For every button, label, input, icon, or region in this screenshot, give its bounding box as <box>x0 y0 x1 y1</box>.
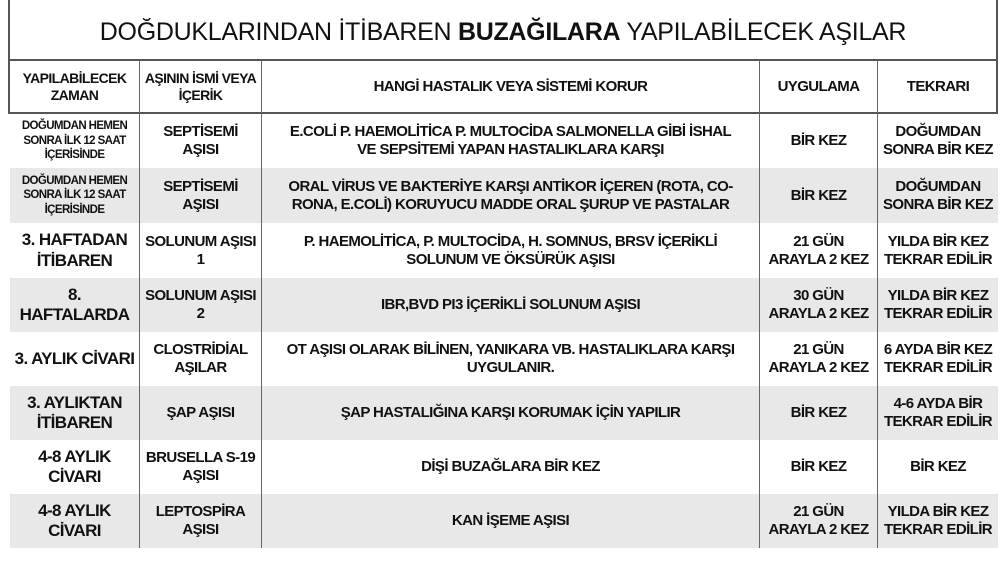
cell-korur: OT AŞISI OLARAK BİLİNEN, YANIKARA VB. HA… <box>262 332 760 386</box>
cell-asi: SEPTİSEMİ AŞISI <box>140 168 262 223</box>
cell-asi: CLOSTRİDİAL AŞILAR <box>140 332 262 386</box>
cell-tekrar: YILDA BİR KEZ TEKRAR EDİLİR <box>883 232 993 268</box>
cell-tekrar: 6 AYDA BİR KEZ TEKRAR EDİLİR <box>883 341 993 376</box>
cell-asi: SEPTİSEMİ AŞISI <box>140 114 262 168</box>
table-row: 3. AYLIK CİVARI CLOSTRİDİAL AŞILAR OT AŞIS… <box>10 332 998 386</box>
cell-tekrar: DOĞUMDAN SONRA BİR KEZ <box>883 123 994 158</box>
cell-tekrar: YILDA BİR KEZ TEKRAR EDİLİR <box>883 503 993 538</box>
cell-asi: SOLUNUM AŞISI 2 <box>140 278 262 332</box>
table-row: DOĞUMDAN HEMEN SONRA İLK 12 SAAT İÇERİSİ… <box>10 168 998 223</box>
cell-zaman: 3. HAFTADAN İTİBAREN <box>10 223 140 278</box>
cell-korur: IBR,BVD PI3 İÇERİKLİ SOLUNUM AŞISI <box>262 278 760 332</box>
header-asi: AŞININ İSMİ VEYA İÇERİK <box>140 60 262 114</box>
header-zaman: YAPILABİLECEK ZAMAN <box>10 60 140 114</box>
cell-uygulama: 21 GÜN ARAYLA 2 KEZ <box>760 223 878 278</box>
cell-uygulama: 21 GÜN ARAYLA 2 KEZ <box>760 494 878 548</box>
cell-zaman: 4-8 AYLIK CİVARI <box>10 494 140 548</box>
cell-asi: SOLUNUM AŞISI 1 <box>140 223 262 278</box>
header-frame <box>8 0 998 114</box>
cell-asi: LEPTOSPİRA AŞISI <box>140 494 262 548</box>
table-row: DOĞUMDAN HEMEN SONRA İLK 12 SAAT İÇERİSİ… <box>10 114 998 168</box>
cell-tekrar: BİR KEZ <box>910 458 966 475</box>
cell-korur: E.COLİ P. HAEMOLİTİCA P. MULTOCİDA SALMO… <box>262 114 760 168</box>
cell-asi: BRUSELLA S-19 AŞISI <box>140 440 262 494</box>
cell-korur: P. HAEMOLİTİCA, P. MULTOCİDA, H. SOMNUS,… <box>262 223 760 278</box>
cell-uygulama: BİR KEZ <box>760 386 878 440</box>
cell-korur: KAN İŞEME AŞISI <box>262 494 760 548</box>
table-row: 4-8 AYLIK CİVARI LEPTOSPİRA AŞISI KAN İŞEM… <box>10 494 998 548</box>
table-body: DOĞUMDAN HEMEN SONRA İLK 12 SAAT İÇERİSİ… <box>10 114 998 548</box>
cell-uygulama: 21 GÜN ARAYLA 2 KEZ <box>760 332 878 386</box>
cell-uygulama: 30 GÜN ARAYLA 2 KEZ <box>760 278 878 332</box>
cell-zaman: DOĞUMDAN HEMEN SONRA İLK 12 SAAT İÇERİSİ… <box>10 114 140 168</box>
cell-tekrar: 4-6 AYDA BİR TEKRAR EDİLİR <box>883 395 993 430</box>
cell-zaman: 3. AYLIKTAN İTİBAREN <box>10 386 140 440</box>
cell-korur: ŞAP HASTALIĞINA KARŞI KORUMAK İÇİN YAPIL… <box>262 386 760 440</box>
cell-zaman: 3. AYLIK CİVARI <box>10 332 140 386</box>
divider <box>8 59 998 61</box>
table-row: 4-8 AYLIK CİVARI BRUSELLA S-19 AŞISI DİŞİ … <box>10 440 998 494</box>
cell-zaman: 8. HAFTALARDA <box>10 278 140 332</box>
cell-asi: ŞAP AŞISI <box>140 386 262 440</box>
table-row: 3. HAFTADAN İTİBAREN SOLUNUM AŞISI 1 P. HA… <box>10 223 998 278</box>
title-bold: BUZAĞILARA <box>457 18 621 46</box>
cell-korur: ORAL VİRUS VE BAKTERİYE KARŞI ANTİKOR İÇ… <box>262 168 760 223</box>
page-title: DOĞDUKLARINDAN İTİBAREN BUZAĞILARA YAPIL… <box>8 18 998 47</box>
table-header: YAPILABİLECEK ZAMAN AŞININ İSMİ VEYA İÇE… <box>10 60 998 114</box>
table-row: 8. HAFTALARDA SOLUNUM AŞISI 2 IBR,BVD PI3 … <box>10 278 998 332</box>
title-suffix: YAPILABİLECEK AŞILAR <box>620 18 907 46</box>
header-tekrar: TEKRARI <box>906 78 970 95</box>
header-uygulama: UYGULAMA <box>760 60 878 114</box>
header-korur: HANGİ HASTALIK VEYA SİSTEMİ KORUR <box>262 60 760 114</box>
table-row: 3. AYLIKTAN İTİBAREN ŞAP AŞISI ŞAP HASTALI… <box>10 386 998 440</box>
cell-korur: DİŞİ BUZAĞLARA BİR KEZ <box>262 440 760 494</box>
vaccine-table: YAPILABİLECEK ZAMAN AŞININ İSMİ VEYA İÇE… <box>10 60 998 548</box>
title-prefix: DOĞDUKLARINDAN İTİBAREN <box>99 18 458 46</box>
cell-tekrar: DOĞUMDAN SONRA BİR KEZ <box>883 177 994 213</box>
cell-tekrar: YILDA BİR KEZ TEKRAR EDİLİR <box>883 287 993 322</box>
cell-zaman: DOĞUMDAN HEMEN SONRA İLK 12 SAAT İÇERİSİ… <box>10 168 140 223</box>
cell-zaman: 4-8 AYLIK CİVARI <box>10 440 140 494</box>
cell-uygulama: BİR KEZ <box>760 168 878 223</box>
cell-uygulama: BİR KEZ <box>760 114 878 168</box>
cell-uygulama: BİR KEZ <box>760 440 878 494</box>
